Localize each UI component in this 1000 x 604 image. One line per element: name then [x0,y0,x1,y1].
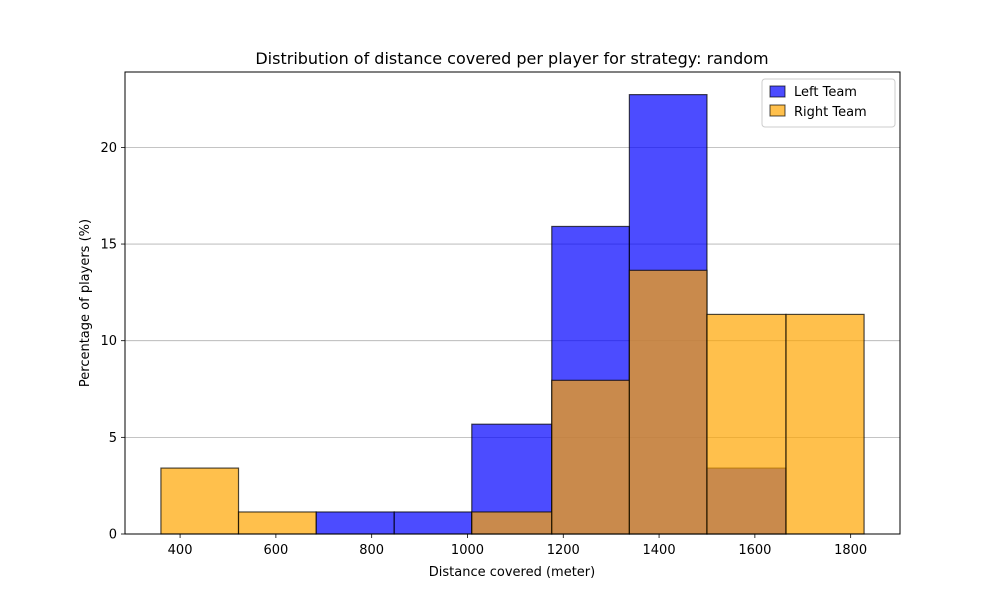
legend-swatch-right-team [769,104,786,117]
bar-right-team [237,511,317,535]
bar-left-team [315,511,395,535]
legend-frame [761,78,896,128]
chart-title: Distribution of distance covered per pla… [255,49,768,68]
bar-right-team [471,511,553,535]
bar-right-team [706,313,787,535]
x-tick-label: 800 [359,543,384,558]
y-tick-label: 20 [100,141,117,156]
plot-frame [124,71,901,535]
y-axis-label: Percentage of players (%) [78,219,93,387]
bar-right-team [160,467,240,535]
bars [160,94,865,535]
x-tick-label: 600 [263,543,288,558]
y-tick-label: 15 [100,238,117,253]
legend-label-right-team: Right Team [794,105,867,120]
x-tick-label: 1800 [834,543,867,558]
x-tick-label: 400 [168,543,193,558]
legend: Left Team Right Team [761,78,896,128]
legend-label-left-team: Left Team [794,85,857,100]
x-axis-label: Distance covered (meter) [429,565,595,580]
legend-swatch-left-team [769,85,786,98]
bar-right-team [785,313,865,535]
bar-right-team [628,269,708,535]
x-tick-label: 1400 [643,543,676,558]
y-tick-label: 0 [109,528,117,543]
x-tick-label: 1200 [547,543,580,558]
y-tick-label: 10 [100,334,117,349]
y-tick-label: 5 [109,431,117,446]
bar-right-team [551,379,630,535]
bar-left-team [393,511,473,535]
x-tick-label: 1600 [738,543,771,558]
x-tick-label: 1000 [451,543,484,558]
axis-ticks: 400 600 800 1000 1200 1400 1600 1800 0 5 10 15 20 [100,141,867,558]
